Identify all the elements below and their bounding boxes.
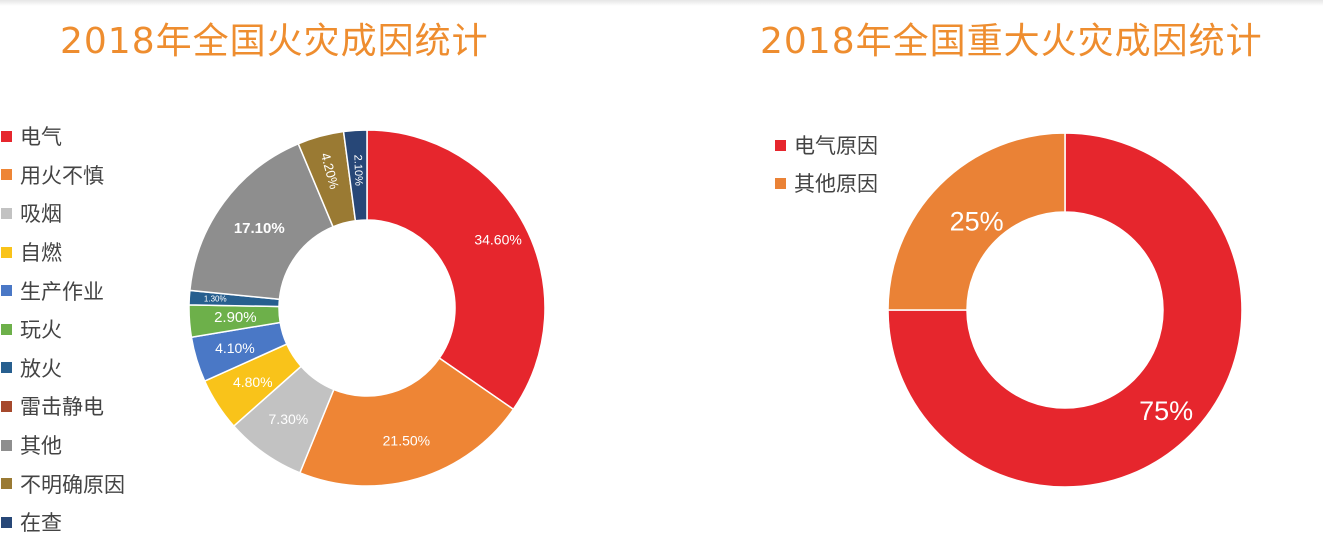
legend-item: 在查	[0, 503, 125, 542]
legend-item: 用火不慎	[0, 156, 125, 195]
slice-label: 17.10%	[234, 220, 285, 237]
donut-chart: 34.60% 21.50% 7.30% 4.80% 4.10% 2.90% 1.30% 17.…	[188, 129, 546, 487]
legend-swatch	[1, 323, 12, 335]
legend-swatch	[1, 362, 12, 374]
legend-item: 吸烟	[0, 194, 125, 233]
donut-slice	[189, 142, 335, 301]
legend-item: 自燃	[0, 233, 125, 272]
slice-label: 2.10%	[351, 154, 364, 186]
chart-title: 2018年全国重大火灾成因统计	[760, 21, 1263, 62]
legend-swatch	[775, 139, 786, 151]
fire-causes-chart: 2018年全国火灾成因统计 电气用火不慎吸烟自燃生产作业玩火放火雷击静电其他不明…	[0, 0, 660, 545]
slice-label: 2.90%	[214, 309, 257, 326]
slice-label: 1.30%	[204, 295, 227, 304]
legend-swatch	[775, 177, 786, 189]
legend-item: 电气	[0, 117, 125, 156]
legend-item: 雷击静电	[0, 387, 125, 426]
major-fire-causes-chart: 2018年全国重大火灾成因统计 电气原因其他原因 75% 25%	[660, 0, 1323, 545]
legend-swatch	[1, 439, 12, 451]
legend-label: 电气	[20, 125, 62, 150]
slice-label: 4.10%	[215, 340, 255, 356]
donut-slice	[342, 129, 368, 222]
legend-item: 放火	[0, 349, 125, 388]
legend-label: 吸烟	[20, 202, 62, 227]
legend-swatch	[1, 169, 12, 181]
chart-legend: 电气用火不慎吸烟自燃生产作业玩火放火雷击静电其他不明确原因在查	[0, 117, 125, 542]
donut-slice	[366, 129, 546, 411]
slice-label: 34.60%	[474, 231, 521, 247]
legend-swatch	[1, 516, 12, 528]
legend-item: 生产作业	[0, 271, 125, 310]
legend-label: 不明确原因	[20, 472, 125, 497]
slice-label: 7.30%	[269, 411, 309, 427]
slice-label: 21.50%	[383, 432, 430, 448]
legend-swatch	[1, 246, 12, 258]
legend-swatch	[1, 400, 12, 412]
legend-label: 自燃	[20, 241, 62, 266]
donut-slice	[887, 132, 1066, 311]
legend-label: 在查	[20, 511, 62, 536]
slice-label: 4.80%	[233, 374, 273, 390]
legend-label: 电气原因	[794, 134, 878, 158]
top-border	[0, 0, 1323, 6]
legend-item: 其他	[0, 426, 125, 465]
legend-label: 生产作业	[20, 279, 104, 304]
legend-item: 不明确原因	[0, 464, 125, 503]
legend-label: 放火	[20, 356, 62, 381]
donut-slice	[298, 357, 515, 487]
legend-label: 玩火	[20, 318, 62, 343]
legend-item: 其他原因	[775, 164, 878, 202]
slice-label: 25%	[950, 207, 1004, 237]
legend-item: 电气原因	[775, 126, 878, 164]
legend-label: 其他原因	[794, 172, 878, 196]
legend-label: 其他	[20, 434, 62, 459]
chart-title: 2018年全国火灾成因统计	[60, 21, 489, 62]
legend-swatch	[1, 130, 12, 142]
legend-swatch	[1, 478, 12, 490]
donut-slice	[887, 132, 1243, 488]
donut-chart: 75% 25%	[887, 132, 1243, 488]
legend-label: 雷击静电	[20, 395, 104, 420]
legend-label: 用火不慎	[20, 163, 104, 188]
slice-label: 75%	[1139, 396, 1193, 426]
legend-swatch	[1, 285, 12, 297]
legend-swatch	[1, 207, 12, 219]
chart-legend: 电气原因 其他原因	[775, 126, 878, 202]
legend-item: 玩火	[0, 310, 125, 349]
